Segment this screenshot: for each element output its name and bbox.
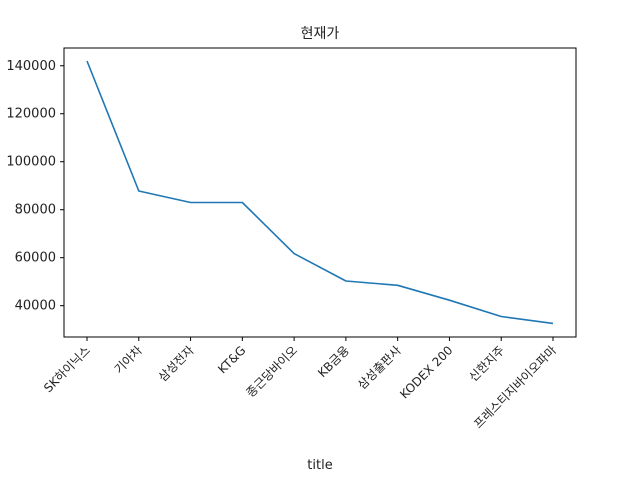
data-point [86,60,88,62]
y-tick-label: 100000 [6,155,56,170]
series-line [86,60,554,325]
y-tick-label: 120000 [6,107,56,122]
data-point [397,284,399,286]
y-tick-label: 140000 [6,59,56,74]
data-point [242,202,244,204]
chart-title: 현재가 [301,26,340,42]
data-point [293,253,295,255]
y-tick-label: 40000 [15,299,56,314]
data-point [345,280,347,282]
data-point [190,202,192,204]
data-point [138,190,140,192]
data-point [552,323,554,325]
y-tick-label: 60000 [15,251,56,266]
data-point [449,299,451,301]
axes-frame [63,47,577,338]
data-point [500,316,502,318]
x-axis-label: title [307,458,332,473]
y-tick-label: 80000 [15,203,56,218]
